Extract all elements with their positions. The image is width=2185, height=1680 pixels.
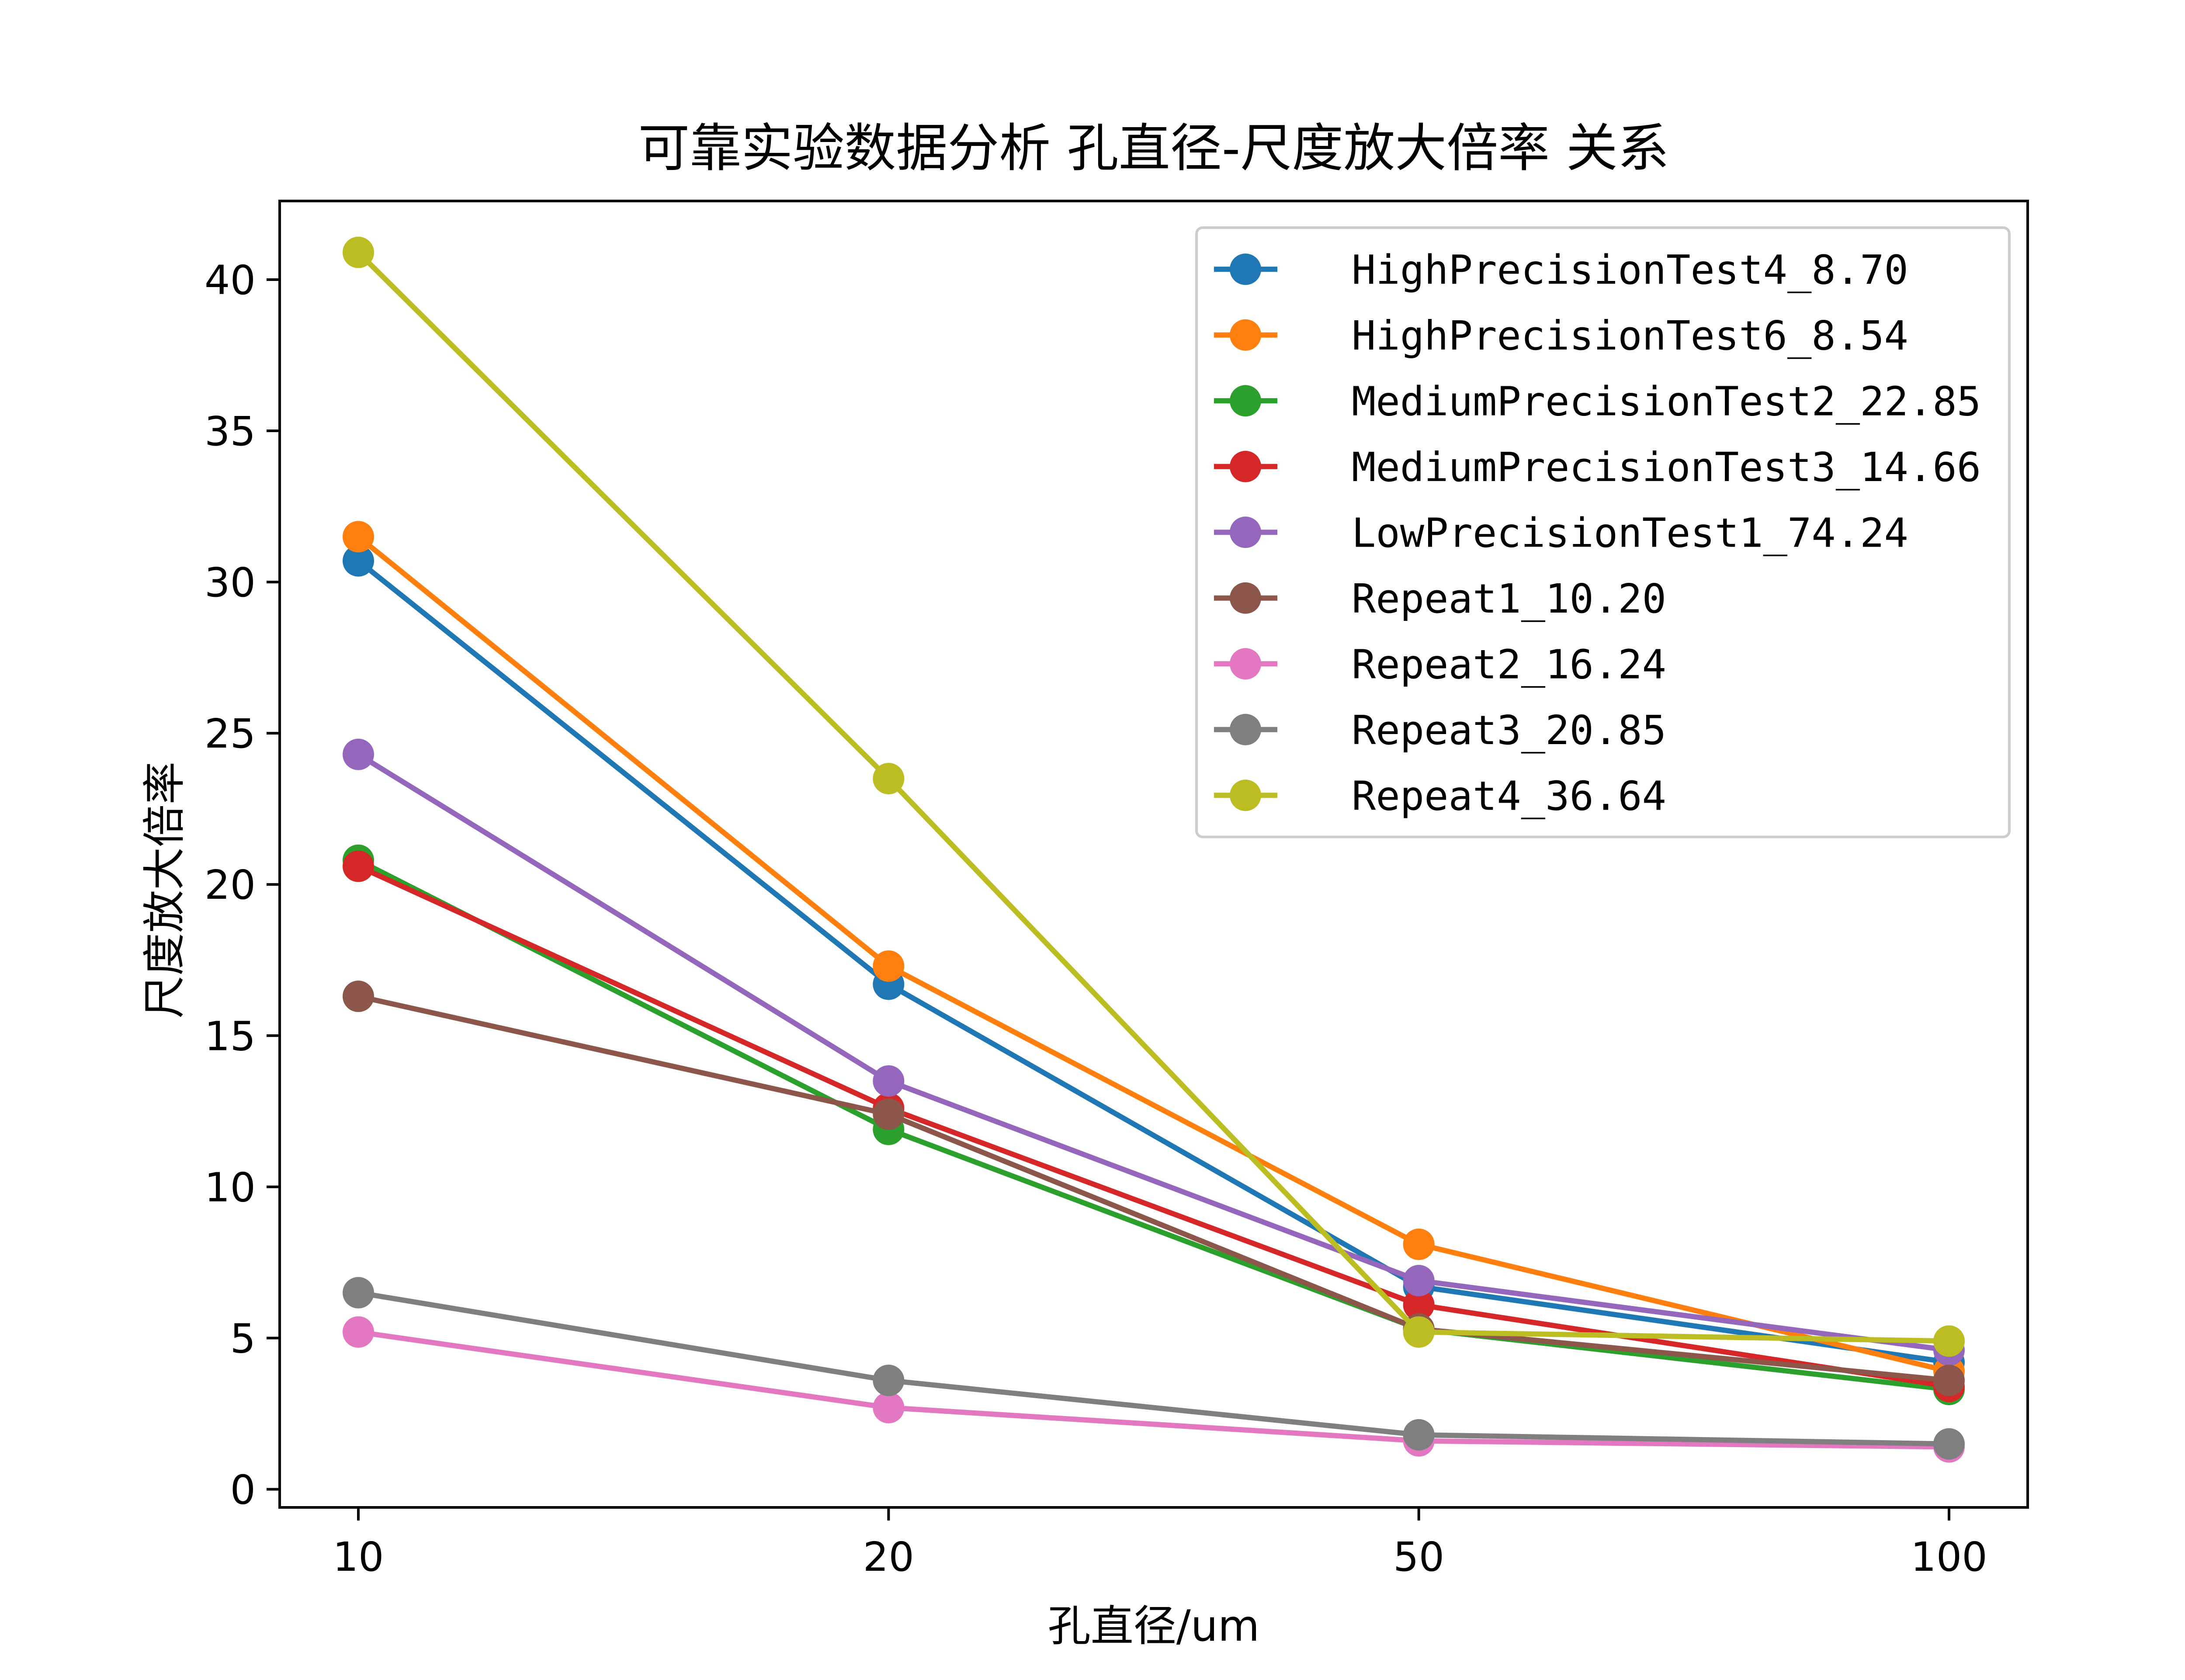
legend-entry: Repeat3_20.85 bbox=[1214, 707, 1666, 754]
legend-entry: MediumPrecisionTest2_22.85 bbox=[1214, 378, 1981, 425]
data-point bbox=[343, 980, 374, 1012]
legend-label: Repeat3_20.85 bbox=[1352, 707, 1666, 754]
y-tick-label: 0 bbox=[230, 1466, 256, 1513]
legend-marker bbox=[1230, 516, 1261, 548]
legend-entry: HighPrecisionTest6_8.54 bbox=[1214, 312, 1908, 359]
chart-title: 可靠实验数据分析 孔直径-尺度放大倍率 关系 bbox=[638, 118, 1669, 178]
legend-entry: LowPrecisionTest1_74.24 bbox=[1214, 509, 1908, 556]
legend-label: Repeat1_10.20 bbox=[1352, 575, 1666, 622]
series-line bbox=[357, 858, 1949, 1392]
y-tick-label: 30 bbox=[205, 559, 256, 606]
series-line bbox=[358, 1329, 1949, 1450]
data-point bbox=[343, 850, 374, 882]
legend-marker bbox=[1230, 253, 1261, 285]
legend-marker bbox=[1230, 450, 1261, 482]
legend-entry: HighPrecisionTest4_8.70 bbox=[1214, 246, 1908, 293]
y-tick-label: 20 bbox=[205, 862, 256, 908]
data-point bbox=[1933, 1428, 1965, 1460]
y-tick-label: 5 bbox=[230, 1315, 256, 1362]
x-tick-label: 100 bbox=[1911, 1534, 1987, 1580]
data-point bbox=[873, 1392, 905, 1424]
data-point bbox=[1403, 1228, 1435, 1260]
series-line bbox=[356, 250, 1949, 1344]
legend-marker bbox=[1230, 319, 1261, 351]
data-point bbox=[1403, 1264, 1435, 1296]
axis-ticks: 10 20 50 100 0 5 10 15 20 25 30 35 40 bbox=[205, 257, 1987, 1580]
x-tick-label: 20 bbox=[863, 1534, 914, 1580]
y-tick-label: 40 bbox=[205, 257, 256, 304]
plot-area bbox=[343, 236, 1965, 1463]
legend-marker bbox=[1230, 582, 1261, 614]
series-line bbox=[357, 752, 1949, 1353]
data-point bbox=[1403, 1419, 1435, 1451]
legend-marker bbox=[1230, 648, 1261, 680]
series-line bbox=[357, 864, 1949, 1389]
legend-label: MediumPrecisionTest2_22.85 bbox=[1352, 378, 1981, 425]
legend-marker bbox=[1230, 779, 1261, 811]
series-9 bbox=[343, 236, 1965, 1357]
legend-marker bbox=[1230, 714, 1261, 745]
legend-label: HighPrecisionTest4_8.70 bbox=[1352, 246, 1908, 293]
y-tick-label: 15 bbox=[205, 1013, 256, 1060]
legend-entry: Repeat1_10.20 bbox=[1214, 575, 1666, 622]
legend-entry: MediumPrecisionTest3_14.66 bbox=[1214, 444, 1981, 491]
y-axis-label: 尺度放大倍率 bbox=[140, 762, 190, 1018]
legend-box bbox=[1195, 226, 2011, 838]
series-8 bbox=[343, 1277, 1965, 1460]
legend: HighPrecisionTest4_8.70 HighPrecisionTest… bbox=[1195, 226, 2011, 838]
data-point bbox=[1933, 1325, 1965, 1357]
data-point bbox=[873, 950, 905, 982]
series-5 bbox=[343, 738, 1965, 1366]
legend-label: Repeat4_36.64 bbox=[1352, 772, 1666, 819]
y-tick-label: 25 bbox=[205, 710, 256, 757]
x-tick-label: 50 bbox=[1393, 1534, 1444, 1580]
legend-entry: Repeat2_16.24 bbox=[1214, 641, 1666, 688]
data-point bbox=[873, 1365, 905, 1396]
data-point bbox=[343, 738, 374, 770]
series-line bbox=[357, 994, 1949, 1383]
data-point bbox=[343, 521, 374, 553]
data-point bbox=[343, 236, 374, 268]
series-line bbox=[358, 1290, 1949, 1447]
y-tick-label: 35 bbox=[205, 408, 256, 455]
data-point bbox=[1933, 1365, 1965, 1396]
series-line bbox=[357, 558, 1949, 1365]
legend-marker bbox=[1230, 385, 1261, 417]
legend-label: HighPrecisionTest6_8.54 bbox=[1352, 312, 1908, 359]
legend-label: MediumPrecisionTest3_14.66 bbox=[1352, 444, 1981, 491]
data-point bbox=[343, 1316, 374, 1348]
series-line bbox=[357, 534, 1950, 1374]
x-axis-label: 孔直径/um bbox=[1048, 1601, 1260, 1651]
x-tick-label: 10 bbox=[333, 1534, 384, 1580]
data-point bbox=[343, 545, 374, 577]
legend-label: LowPrecisionTest1_74.24 bbox=[1352, 509, 1908, 556]
data-point bbox=[873, 1098, 905, 1130]
legend-label: Repeat2_16.24 bbox=[1352, 641, 1666, 688]
data-point bbox=[343, 1277, 374, 1309]
data-point bbox=[1403, 1316, 1435, 1348]
axes-frame bbox=[278, 200, 2029, 1509]
y-tick-label: 10 bbox=[205, 1164, 256, 1211]
legend-entry: Repeat4_36.64 bbox=[1214, 772, 1666, 819]
data-point bbox=[873, 762, 905, 794]
data-point bbox=[873, 1065, 905, 1097]
data-point bbox=[1403, 1289, 1435, 1321]
